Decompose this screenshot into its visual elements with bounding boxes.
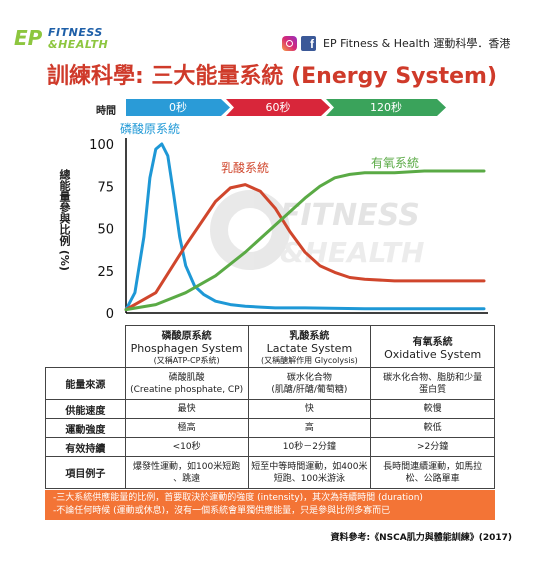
watermark-circle [210,190,290,270]
cell-line: (Creatine phosphate, CP) [130,384,244,395]
facebook-icon[interactable]: f [301,35,316,51]
y-tick-label: 0 [106,307,114,322]
table-cell: 較低 [370,418,495,438]
y-axis-label: 總能量參與比例 (%) [58,169,71,271]
note-line: -不論任何時候 (運動或休息)，沒有一個系統會單獨供應能量，只是參與比例多寡而已 [53,506,391,516]
table-cell: >2分鐘 [370,437,495,457]
table-cell: <10秒 [124,437,249,457]
row-label: 有效持續 [45,437,126,457]
table-cell: 快 [247,399,372,419]
table-row: 有效持續 <10秒 10秒－2分鐘 >2分鐘 [45,437,495,457]
series-line-0 [124,142,486,312]
cell-line: 碳水化合物、脂肪和少量 [383,372,483,383]
table-row: 供能速度 最快 快 較慢 [45,399,495,419]
time-arrow-60: 60秒 [226,99,330,116]
cell-line: 爆發性運動，如100米短跑 [133,461,241,472]
cell-line: 碳水化合物 [286,372,332,383]
time-arrow-0: 0秒 [126,99,230,116]
series-line-1 [124,183,486,312]
table-row: 能量來源 磷酸肌酸 (Creatine phosphate, CP) 碳水化合物(… [45,367,495,400]
table-cell: 磷酸肌酸 (Creatine phosphate, CP) [124,367,249,400]
row-label: 運動強度 [45,418,126,438]
cell-line: 松、公路單車 [405,473,460,484]
watermark-line1: FITNESS [280,198,420,233]
cell-line: (肌醣/肝醣/葡萄糖) [271,384,348,395]
table-cell: 長時間連續運動，如馬拉 松、公路單車 [370,456,495,489]
col-sub: (又稱ATP-CP系統) [153,356,220,365]
table-cell: 高 [247,418,372,438]
logo-fitness: FITNESS [48,26,103,39]
col-zh: 磷酸原系統 [161,331,212,342]
series-label-1: 乳酸系統 [221,160,269,175]
table-corner [45,325,126,368]
watermark-line2: &HEALTH [280,236,425,269]
cell-line: 、跳遠 [173,473,201,484]
cell-line: 蛋白質 [419,384,447,395]
y-tick-label: 100 [89,138,114,153]
col-en: Lactate System [266,342,353,355]
source-citation: 資料參考:《NSCA肌力與體能訓練》(2017) [330,533,512,543]
series-line-2 [124,169,486,312]
time-label: 時間 [96,106,116,117]
table-cell: 短至中等時間運動，如400米 短跑、100米游泳 [247,456,372,489]
col-en: Oxidative System [384,347,482,361]
table-cell: 碳水化合物、脂肪和少量 蛋白質 [370,367,495,400]
row-label: 能量來源 [45,367,126,400]
col-header-phosphagen: 磷酸原系統 Phosphagen System (又稱ATP-CP系統) [124,325,249,368]
instagram-icon[interactable] [282,35,297,51]
note-line: -三大系統供應能量的比例，首要取決於運動的強度 (intensity)，其次為持… [53,493,423,503]
notes-box: -三大系統供應能量的比例，首要取決於運動的強度 (intensity)，其次為持… [45,490,495,520]
table-cell: 爆發性運動，如100米短跑 、跳遠 [124,456,249,489]
cell-line: 短至中等時間運動，如400米 [251,461,368,472]
time-arrow-120: 120秒 [326,99,446,116]
series-label-2: 有氧系統 [371,156,419,170]
col-zh: 有氧系統 [412,336,453,348]
logo-ep: EP [14,26,43,50]
table-header-row: 磷酸原系統 Phosphagen System (又稱ATP-CP系統) 乳酸系… [45,325,495,368]
social-text: EP Fitness & Health 運動科學．香港 [323,37,511,50]
comparison-table: 磷酸原系統 Phosphagen System (又稱ATP-CP系統) 乳酸系… [45,325,495,489]
y-tick-label: 50 [97,223,114,238]
table-row: 項目例子 爆發性運動，如100米短跑 、跳遠 短至中等時間運動，如400米 短跑、1… [45,456,495,489]
series-label-0: 磷酸原系統 [120,121,180,136]
table-cell: 最快 [124,399,249,419]
social-bar: f EP Fitness & Health 運動科學．香港 [282,34,510,52]
col-zh: 乳酸系統 [289,331,330,342]
watermark-logo: FITNESS &HEALTH [210,190,470,280]
cell-line: 磷酸肌酸 [168,372,205,383]
table-row: 運動強度 極高 高 較低 [45,418,495,438]
table-cell: 碳水化合物 (肌醣/肝醣/葡萄糖) [247,367,372,400]
col-header-oxidative: 有氧系統 Oxidative System [370,325,495,368]
table-cell: 10秒－2分鐘 [247,437,372,457]
y-tick-label: 75 [97,180,114,195]
col-sub: (又稱醣解作用 Glycolysis) [261,356,358,365]
cell-line: 短跑、100米游泳 [273,473,345,484]
table-cell: 極高 [124,418,249,438]
cell-line: 長時間連續運動，如馬拉 [383,461,483,472]
logo-health: &HEALTH [48,38,109,51]
row-label: 供能速度 [45,399,126,419]
row-label: 項目例子 [45,456,126,489]
page-title: 訓練科學: 三大能量系統 (Energy System) [46,64,498,89]
col-en: Phosphagen System [130,342,243,355]
table-cell: 較慢 [370,399,495,419]
col-header-lactate: 乳酸系統 Lactate System (又稱醣解作用 Glycolysis) [247,325,372,368]
y-tick-label: 25 [97,265,114,280]
brand-logo: EP FITNESS &HEALTH [14,24,134,54]
